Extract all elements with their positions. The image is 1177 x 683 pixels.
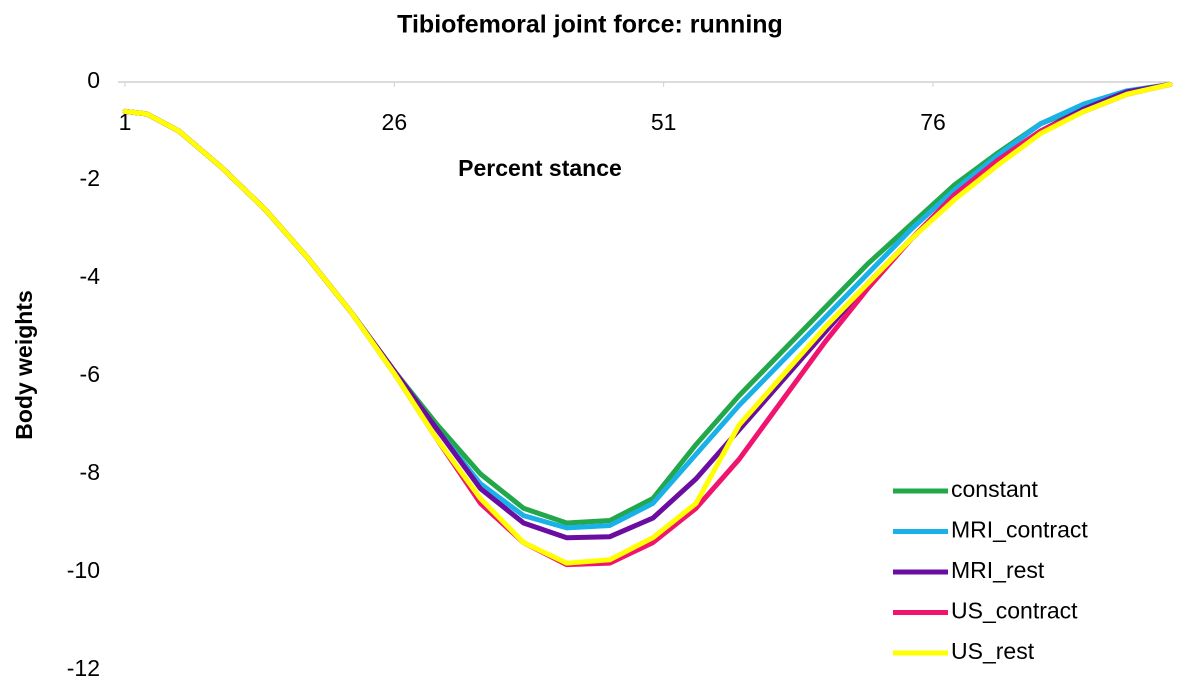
series-line bbox=[122, 81, 1173, 566]
legend-label: MRI_contract bbox=[951, 517, 1088, 543]
legend-label: US_contract bbox=[951, 598, 1078, 624]
y-tick-label: -2 bbox=[80, 165, 100, 191]
x-tick-label: 51 bbox=[651, 109, 677, 135]
legend-label: constant bbox=[951, 476, 1039, 502]
x-tick-label: 26 bbox=[382, 109, 408, 135]
x-tick-label: 76 bbox=[920, 109, 946, 135]
chart-title: Tibiofemoral joint force: running bbox=[397, 11, 783, 39]
x-axis-label: Percent stance bbox=[458, 155, 622, 181]
legend-label: MRI_rest bbox=[951, 557, 1045, 583]
x-tick-label: 1 bbox=[119, 109, 132, 135]
y-axis-label: Body weights bbox=[11, 290, 37, 440]
y-tick-label: -10 bbox=[67, 557, 100, 583]
y-tick-label: -4 bbox=[80, 263, 101, 289]
y-tick-label: 0 bbox=[87, 67, 100, 93]
y-tick-label: -8 bbox=[80, 459, 100, 485]
y-tick-label: -12 bbox=[67, 655, 100, 681]
legend-label: US_rest bbox=[951, 638, 1035, 664]
y-tick-label: -6 bbox=[80, 361, 100, 387]
